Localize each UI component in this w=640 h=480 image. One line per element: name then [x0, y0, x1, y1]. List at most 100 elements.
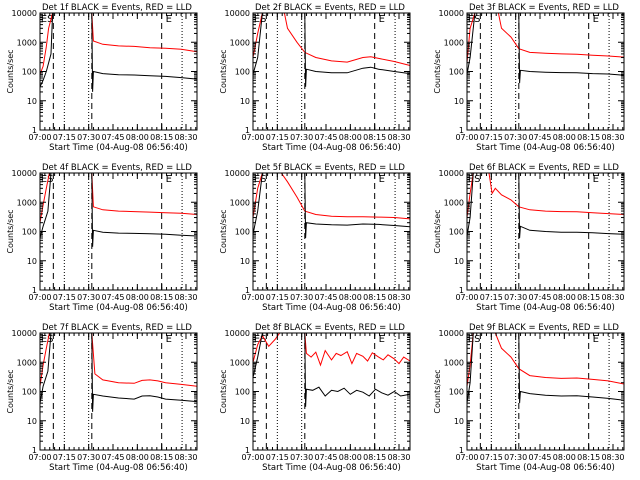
y-tick-label: 10 — [454, 257, 464, 266]
event-marker-label: E — [41, 334, 47, 345]
event-marker-label: E — [166, 334, 172, 345]
x-tick-label: 07:30 — [290, 453, 313, 462]
x-axis-label: Start Time (04-Aug-08 06:56:40) — [49, 143, 188, 153]
event-marker-label: S — [47, 14, 53, 25]
event-marker-label: E — [593, 14, 599, 25]
chart-title: Det 7f BLACK = Events, RED = LLD — [42, 323, 192, 333]
x-tick-label: 07:15 — [480, 293, 503, 302]
x-tick-label: 07:00 — [241, 453, 264, 462]
event-marker-label: E — [379, 14, 385, 25]
y-tick-label: 1000 — [230, 358, 250, 367]
y-tick-label: 100 — [235, 68, 250, 77]
y-tick-label: 10 — [454, 97, 464, 106]
event-marker-label: S — [474, 334, 480, 345]
x-tick-label: 07:45 — [101, 293, 124, 302]
x-tick-label: 07:00 — [455, 293, 478, 302]
y-axis-label: Counts/sec — [6, 49, 15, 93]
x-tick-label: 08:00 — [553, 293, 576, 302]
y-tick-label: 100 — [22, 68, 37, 77]
chart-title: Det 3f BLACK = Events, RED = LLD — [469, 3, 619, 13]
y-tick-label: 100 — [22, 228, 37, 237]
plot-frame — [39, 12, 198, 131]
y-tick-label: 10 — [27, 257, 37, 266]
chart-title: Det 2f BLACK = Events, RED = LLD — [255, 3, 405, 13]
y-tick-label: 1000 — [444, 358, 464, 367]
event-marker-label: E — [379, 174, 385, 185]
y-tick-label: 1 — [459, 446, 464, 455]
x-tick-label: 08:15 — [577, 133, 600, 142]
plot-frame — [252, 332, 411, 451]
events-series-line — [252, 172, 411, 239]
x-tick-label: 08:00 — [126, 133, 149, 142]
x-tick-label: 07:45 — [528, 133, 551, 142]
event-marker-label: S — [260, 174, 266, 185]
y-tick-label: 1 — [245, 446, 250, 455]
y-tick-label: 1 — [32, 126, 37, 135]
event-marker-label: E — [166, 14, 172, 25]
lld-series-line — [252, 332, 411, 367]
x-tick-label: 08:00 — [339, 453, 362, 462]
events-series-line — [39, 12, 198, 92]
y-tick-label: 100 — [449, 68, 464, 77]
x-tick-label: 08:30 — [174, 133, 197, 142]
y-axis-label: Counts/sec — [219, 209, 228, 253]
plot-frame — [466, 332, 625, 451]
x-tick-label: 08:00 — [126, 453, 149, 462]
x-tick-label: 08:15 — [577, 453, 600, 462]
x-tick-label: 07:45 — [101, 453, 124, 462]
event-marker-label: E — [254, 14, 260, 25]
y-tick-label: 10000 — [12, 329, 37, 338]
x-tick-label: 07:15 — [266, 453, 289, 462]
x-axis-label: Start Time (04-Aug-08 06:56:40) — [476, 143, 615, 153]
y-tick-label: 10000 — [225, 9, 250, 18]
lld-series-line — [466, 172, 625, 218]
y-tick-label: 10 — [240, 417, 250, 426]
y-tick-label: 1 — [245, 126, 250, 135]
x-axis-label: Start Time (04-Aug-08 06:56:40) — [49, 463, 188, 473]
x-tick-label: 08:15 — [363, 133, 386, 142]
events-series-line — [39, 332, 198, 412]
x-tick-label: 08:00 — [126, 293, 149, 302]
x-tick-label: 07:15 — [480, 133, 503, 142]
event-marker-label: E — [166, 174, 172, 185]
x-tick-label: 07:00 — [241, 133, 264, 142]
x-tick-label: 07:00 — [455, 453, 478, 462]
plot-frame — [252, 12, 411, 131]
plot-frame — [252, 172, 411, 291]
y-tick-label: 1000 — [17, 198, 37, 207]
y-tick-label: 1 — [459, 286, 464, 295]
x-tick-label: 07:30 — [77, 293, 100, 302]
lld-series-line — [252, 12, 411, 66]
x-tick-label: 07:30 — [290, 293, 313, 302]
event-marker-label: E — [41, 174, 47, 185]
x-tick-label: 07:15 — [53, 453, 76, 462]
event-marker-label: S — [474, 14, 480, 25]
plot-frame — [39, 332, 198, 451]
y-tick-label: 100 — [449, 228, 464, 237]
y-axis-label: Counts/sec — [433, 209, 442, 253]
y-axis-label: Counts/sec — [6, 369, 15, 413]
x-tick-label: 08:15 — [363, 293, 386, 302]
plot-frame — [466, 12, 625, 131]
x-tick-label: 08:15 — [363, 453, 386, 462]
x-axis-label: Start Time (04-Aug-08 06:56:40) — [262, 303, 401, 313]
y-tick-label: 10000 — [439, 329, 464, 338]
x-tick-label: 07:45 — [314, 453, 337, 462]
x-tick-label: 07:00 — [28, 293, 51, 302]
event-marker-label: S — [474, 174, 480, 185]
x-tick-label: 07:00 — [455, 133, 478, 142]
lld-series-line — [39, 332, 198, 387]
x-tick-label: 08:30 — [387, 453, 410, 462]
x-tick-label: 08:30 — [601, 453, 624, 462]
y-tick-label: 10 — [27, 417, 37, 426]
x-tick-label: 07:00 — [28, 133, 51, 142]
x-tick-label: 08:00 — [553, 453, 576, 462]
y-tick-label: 10 — [240, 97, 250, 106]
events-series-line — [466, 332, 625, 404]
